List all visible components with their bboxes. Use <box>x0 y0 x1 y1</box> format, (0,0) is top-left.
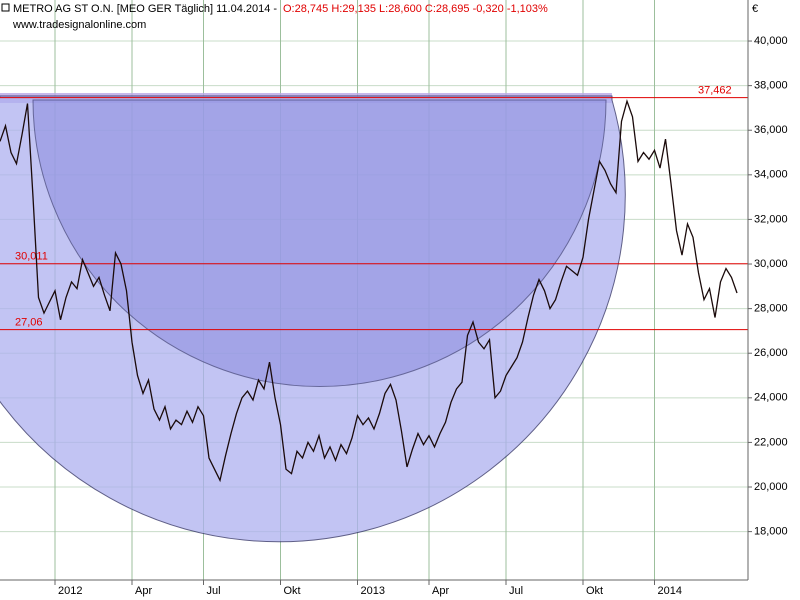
x-tick-label: Jul <box>207 585 221 597</box>
x-tick-label: 2014 <box>658 585 682 597</box>
y-unit: € <box>752 3 758 15</box>
y-tick-label: 34,000 <box>754 169 788 181</box>
y-tick-label: 18,000 <box>754 526 788 538</box>
level-label: 37,462 <box>698 85 732 97</box>
level-label: 27,06 <box>15 316 43 328</box>
x-tick-label: Okt <box>284 585 301 597</box>
y-tick-label: 38,000 <box>754 80 788 92</box>
y-tick-label: 36,000 <box>754 124 788 136</box>
x-tick-label: Apr <box>432 585 449 597</box>
y-tick-label: 20,000 <box>754 481 788 493</box>
x-tick-label: 2013 <box>361 585 385 597</box>
x-tick-label: Jul <box>509 585 523 597</box>
x-tick-label: Okt <box>586 585 603 597</box>
price-line <box>0 99 738 483</box>
chart-title: METRO AG ST O.N. [MEO GER Täglich] 11.04… <box>13 3 277 15</box>
y-tick-label: 22,000 <box>754 436 788 448</box>
y-tick-label: 28,000 <box>754 303 788 315</box>
icon <box>1 3 10 12</box>
y-tick-label: 30,000 <box>754 258 788 270</box>
y-tick-label: 26,000 <box>754 347 788 359</box>
levels: 37,462 30,011 27,06 <box>0 85 748 331</box>
y-tick-label: 24,000 <box>754 392 788 404</box>
plot <box>0 99 738 483</box>
inner-cup <box>32 99 607 387</box>
cup-pattern <box>0 93 626 543</box>
quote: O:28,745 H:29,135 L:28,600 C:28,695 -0,3… <box>283 3 548 15</box>
level-label: 30,011 <box>15 251 48 263</box>
x-tick-label: Apr <box>135 585 152 597</box>
subtitle: www.tradesignalonline.com <box>12 19 146 31</box>
x-tick-label: 2012 <box>58 585 82 597</box>
y-tick-label: 40,000 <box>754 35 788 47</box>
y-tick-label: 32,000 <box>754 213 788 225</box>
